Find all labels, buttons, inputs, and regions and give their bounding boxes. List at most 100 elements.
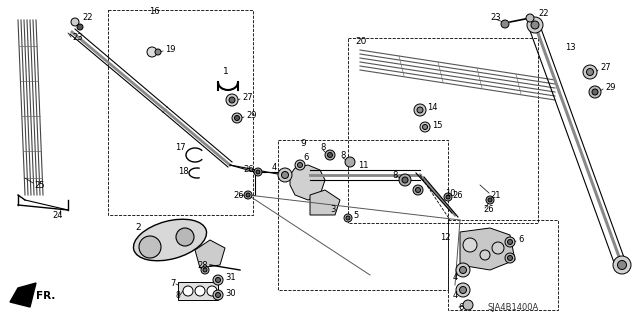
Polygon shape <box>195 240 225 268</box>
Circle shape <box>456 263 470 277</box>
Circle shape <box>325 150 335 160</box>
Circle shape <box>256 170 260 174</box>
Text: 25: 25 <box>34 181 45 189</box>
Circle shape <box>508 256 513 261</box>
Text: 4: 4 <box>453 291 458 300</box>
Text: 10: 10 <box>445 189 456 197</box>
Text: 21: 21 <box>490 190 500 199</box>
Circle shape <box>213 290 223 300</box>
Circle shape <box>183 286 193 296</box>
Text: SJA4B1400A: SJA4B1400A <box>488 303 540 313</box>
Bar <box>108 10 253 215</box>
Text: 4: 4 <box>272 164 277 173</box>
Text: 17: 17 <box>175 144 186 152</box>
Circle shape <box>71 18 79 26</box>
Text: 16: 16 <box>149 8 159 17</box>
Circle shape <box>531 21 539 29</box>
Text: 29: 29 <box>246 112 257 121</box>
Circle shape <box>246 193 250 197</box>
Text: 4: 4 <box>453 272 458 281</box>
Circle shape <box>492 242 504 254</box>
Text: 29: 29 <box>605 84 616 93</box>
Circle shape <box>589 86 601 98</box>
Circle shape <box>446 195 450 199</box>
FancyArrowPatch shape <box>15 287 30 301</box>
Bar <box>278 140 448 290</box>
Text: 27: 27 <box>600 63 611 72</box>
Polygon shape <box>290 165 325 200</box>
Bar <box>178 282 218 300</box>
Bar <box>448 220 558 310</box>
Text: 13: 13 <box>565 43 575 53</box>
Text: 19: 19 <box>165 46 175 55</box>
Text: 23: 23 <box>490 13 500 23</box>
Circle shape <box>508 240 513 244</box>
Circle shape <box>216 278 221 283</box>
Circle shape <box>505 237 515 247</box>
Circle shape <box>583 65 597 79</box>
Text: 8: 8 <box>392 170 397 180</box>
Circle shape <box>586 69 593 76</box>
Circle shape <box>402 177 408 183</box>
Circle shape <box>229 97 235 103</box>
Circle shape <box>444 193 452 201</box>
Circle shape <box>147 47 157 57</box>
Text: 9: 9 <box>300 138 306 147</box>
Circle shape <box>346 216 350 220</box>
Text: 22: 22 <box>82 13 93 23</box>
Circle shape <box>488 198 492 202</box>
Text: 2: 2 <box>135 224 141 233</box>
Text: 8: 8 <box>340 152 346 160</box>
Polygon shape <box>460 228 515 270</box>
Text: 30: 30 <box>225 288 236 298</box>
Text: 7: 7 <box>170 278 175 287</box>
Text: 18: 18 <box>178 167 189 176</box>
Circle shape <box>282 172 289 179</box>
Text: 28: 28 <box>197 261 207 270</box>
Circle shape <box>460 266 467 273</box>
Text: 22: 22 <box>538 10 548 19</box>
Text: 27: 27 <box>242 93 253 102</box>
Circle shape <box>234 115 239 121</box>
Circle shape <box>420 122 430 132</box>
Text: 26: 26 <box>243 166 253 174</box>
Circle shape <box>526 14 534 22</box>
Text: 12: 12 <box>440 233 451 241</box>
Circle shape <box>244 191 252 199</box>
Circle shape <box>295 160 305 170</box>
Circle shape <box>226 94 238 106</box>
Circle shape <box>195 286 205 296</box>
Circle shape <box>480 250 490 260</box>
Circle shape <box>414 104 426 116</box>
Circle shape <box>527 17 543 33</box>
Text: 23: 23 <box>72 33 83 42</box>
Circle shape <box>254 168 262 176</box>
Text: 26: 26 <box>483 205 493 214</box>
Polygon shape <box>10 283 36 307</box>
Circle shape <box>592 89 598 95</box>
Circle shape <box>463 300 473 310</box>
Text: 31: 31 <box>225 273 236 283</box>
Circle shape <box>77 24 83 30</box>
Circle shape <box>399 174 411 186</box>
Text: 8: 8 <box>176 292 180 300</box>
Text: 6: 6 <box>518 235 524 244</box>
Circle shape <box>213 275 223 285</box>
Circle shape <box>417 107 423 113</box>
Circle shape <box>618 261 627 270</box>
Text: 26: 26 <box>233 190 244 199</box>
Text: 11: 11 <box>358 160 369 169</box>
Circle shape <box>613 256 631 274</box>
Text: 6: 6 <box>303 153 308 162</box>
Circle shape <box>216 293 221 298</box>
Circle shape <box>345 157 355 167</box>
Circle shape <box>201 266 209 274</box>
Circle shape <box>413 185 423 195</box>
Text: 3: 3 <box>330 205 335 214</box>
Circle shape <box>328 152 333 158</box>
Circle shape <box>207 286 217 296</box>
Circle shape <box>486 196 494 204</box>
Bar <box>348 38 538 223</box>
Circle shape <box>501 20 509 28</box>
Ellipse shape <box>139 236 161 258</box>
